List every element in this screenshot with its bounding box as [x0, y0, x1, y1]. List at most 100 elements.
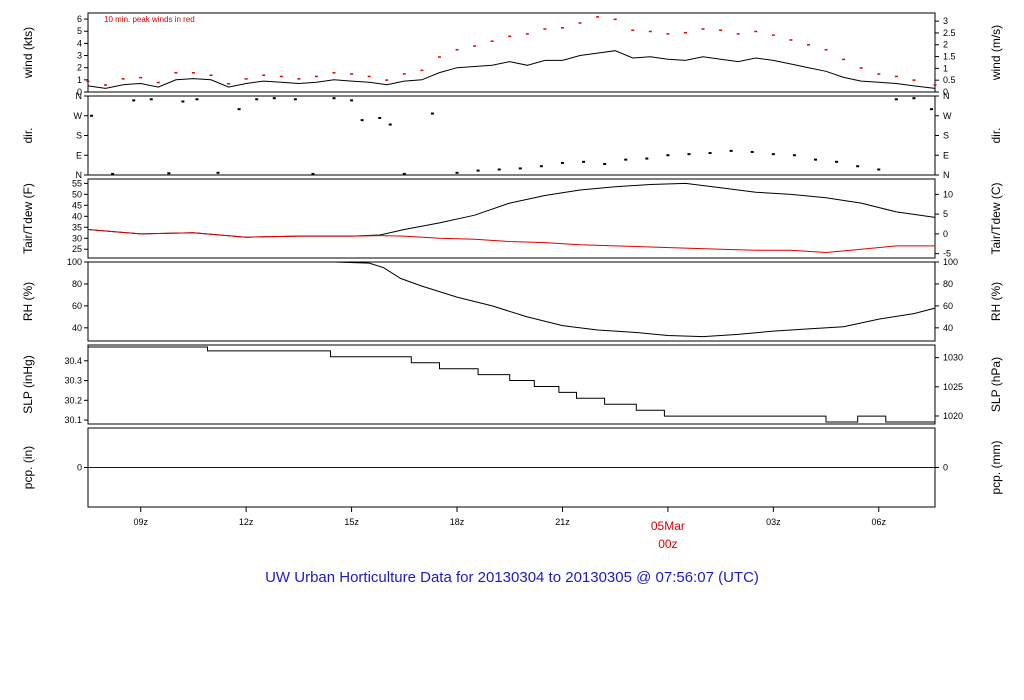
peak-wind-point [262, 74, 266, 76]
left-tick-label: 0 [77, 87, 82, 97]
wind-direction-point [603, 163, 607, 166]
right-axis-title: SLP (hPa) [989, 357, 1003, 412]
right-tick-label: 0 [943, 463, 948, 473]
panel-frame [87, 344, 936, 425]
time-tick-label: 15z [344, 517, 359, 527]
left-tick-label: 60 [72, 301, 82, 311]
peak-wind-point [525, 33, 529, 35]
peak-wind-point [191, 72, 195, 74]
wind-direction-point [624, 158, 628, 161]
peak-wind-point [596, 16, 600, 18]
peak-wind-point [877, 73, 881, 75]
right-tick-label: 0 [943, 87, 948, 97]
wind-direction-point [402, 172, 406, 175]
series-line-wind-0 [87, 50, 936, 89]
left-tick-label: 1 [77, 75, 82, 85]
right-tick-label: -5 [943, 249, 951, 259]
peak-wind-point [209, 74, 213, 76]
peak-wind-point [104, 84, 108, 86]
wind-direction-point [929, 108, 933, 111]
left-tick-label: 55 [72, 178, 82, 188]
left-tick-label: 100 [67, 257, 82, 267]
right-tick-label: N [943, 91, 950, 101]
wind-direction-point [729, 149, 733, 152]
wind-direction-point [497, 168, 501, 171]
right-tick-label: 3 [943, 16, 948, 26]
peak-wind-point [789, 39, 793, 41]
wind-direction-point [293, 98, 297, 101]
wind-direction-point [771, 153, 775, 156]
left-tick-label: 30.3 [64, 376, 82, 386]
wind-direction-point [272, 97, 276, 100]
left-tick-label: 3 [77, 51, 82, 61]
left-axis-title: Tair/Tdew (F) [21, 183, 35, 254]
right-tick-label: 80 [943, 279, 953, 289]
left-axis-title: wind (kts) [21, 27, 35, 79]
right-tick-label: 1.5 [943, 52, 956, 62]
time-tick-label: 03z [766, 517, 781, 527]
time-tick-label: 09z [133, 517, 148, 527]
wind-direction-point [311, 172, 315, 175]
peak-wind-point [771, 34, 775, 36]
peak-wind-point [244, 78, 248, 80]
peak-wind-point [156, 81, 160, 84]
right-tick-label: 0.5 [943, 75, 956, 85]
left-tick-label: 40 [72, 211, 82, 221]
left-tick-label: 35 [72, 222, 82, 232]
left-tick-label: S [76, 131, 82, 141]
right-axis-title: RH (%) [989, 282, 1003, 321]
peak-wind-point [683, 31, 687, 34]
right-tick-label: E [943, 150, 949, 160]
left-tick-label: 25 [72, 244, 82, 254]
peak-wind-point [648, 30, 652, 33]
peak-wind-point [350, 73, 354, 75]
series-direction-0 [90, 97, 933, 175]
right-axis-title: Tair/Tdew (C) [989, 182, 1003, 254]
wind-direction-point [111, 172, 115, 175]
left-tick-label: N [76, 170, 83, 180]
peak-wind-point [859, 67, 863, 69]
peak-wind-point [806, 44, 810, 46]
wind-direction-point [539, 165, 543, 168]
peak-wind-point [437, 56, 441, 58]
panel-frame [87, 261, 936, 342]
peak-wind-point [508, 35, 512, 38]
peak-wind-point [490, 40, 494, 42]
peak-wind-point [367, 75, 371, 78]
time-tick-label: 12z [239, 517, 254, 527]
wind-direction-point [814, 158, 818, 161]
right-tick-label: 40 [943, 323, 953, 333]
wind-direction-point [216, 171, 220, 174]
peak-wind-point [666, 33, 670, 35]
date-sublabel: 00z [658, 537, 677, 551]
peak-wind-point [824, 48, 828, 51]
left-tick-label: 50 [72, 189, 82, 199]
series-line-humidity-0 [88, 261, 936, 338]
left-tick-label: 2 [77, 63, 82, 73]
peak-wind-point [385, 79, 389, 81]
wind-direction-point [455, 171, 459, 174]
wind-direction-point [255, 98, 259, 101]
right-axis-title: pcp. (mm) [989, 440, 1003, 494]
peak-wind-point [912, 79, 916, 81]
peak-wind-point [139, 76, 143, 79]
left-axis-title: RH (%) [21, 282, 35, 321]
right-tick-label: 2 [943, 40, 948, 50]
peak-wind-point [174, 72, 178, 74]
left-tick-label: E [76, 150, 82, 160]
wind-direction-point [149, 98, 153, 101]
wind-direction-point [195, 98, 199, 101]
right-tick-label: S [943, 131, 949, 141]
peak-wind-point [297, 78, 301, 80]
panel-pressure: 30.1 30.2 30.3 30.4 1020 1025 1030 SLP (inHg) SL… [21, 344, 1003, 425]
panel-frame [87, 12, 936, 93]
right-tick-label: 1025 [943, 382, 963, 392]
peak-wind-point [933, 84, 937, 86]
peak-wind-series [86, 16, 937, 86]
right-axis-title: wind (m/s) [989, 25, 1003, 81]
right-tick-label: 1 [943, 63, 948, 73]
